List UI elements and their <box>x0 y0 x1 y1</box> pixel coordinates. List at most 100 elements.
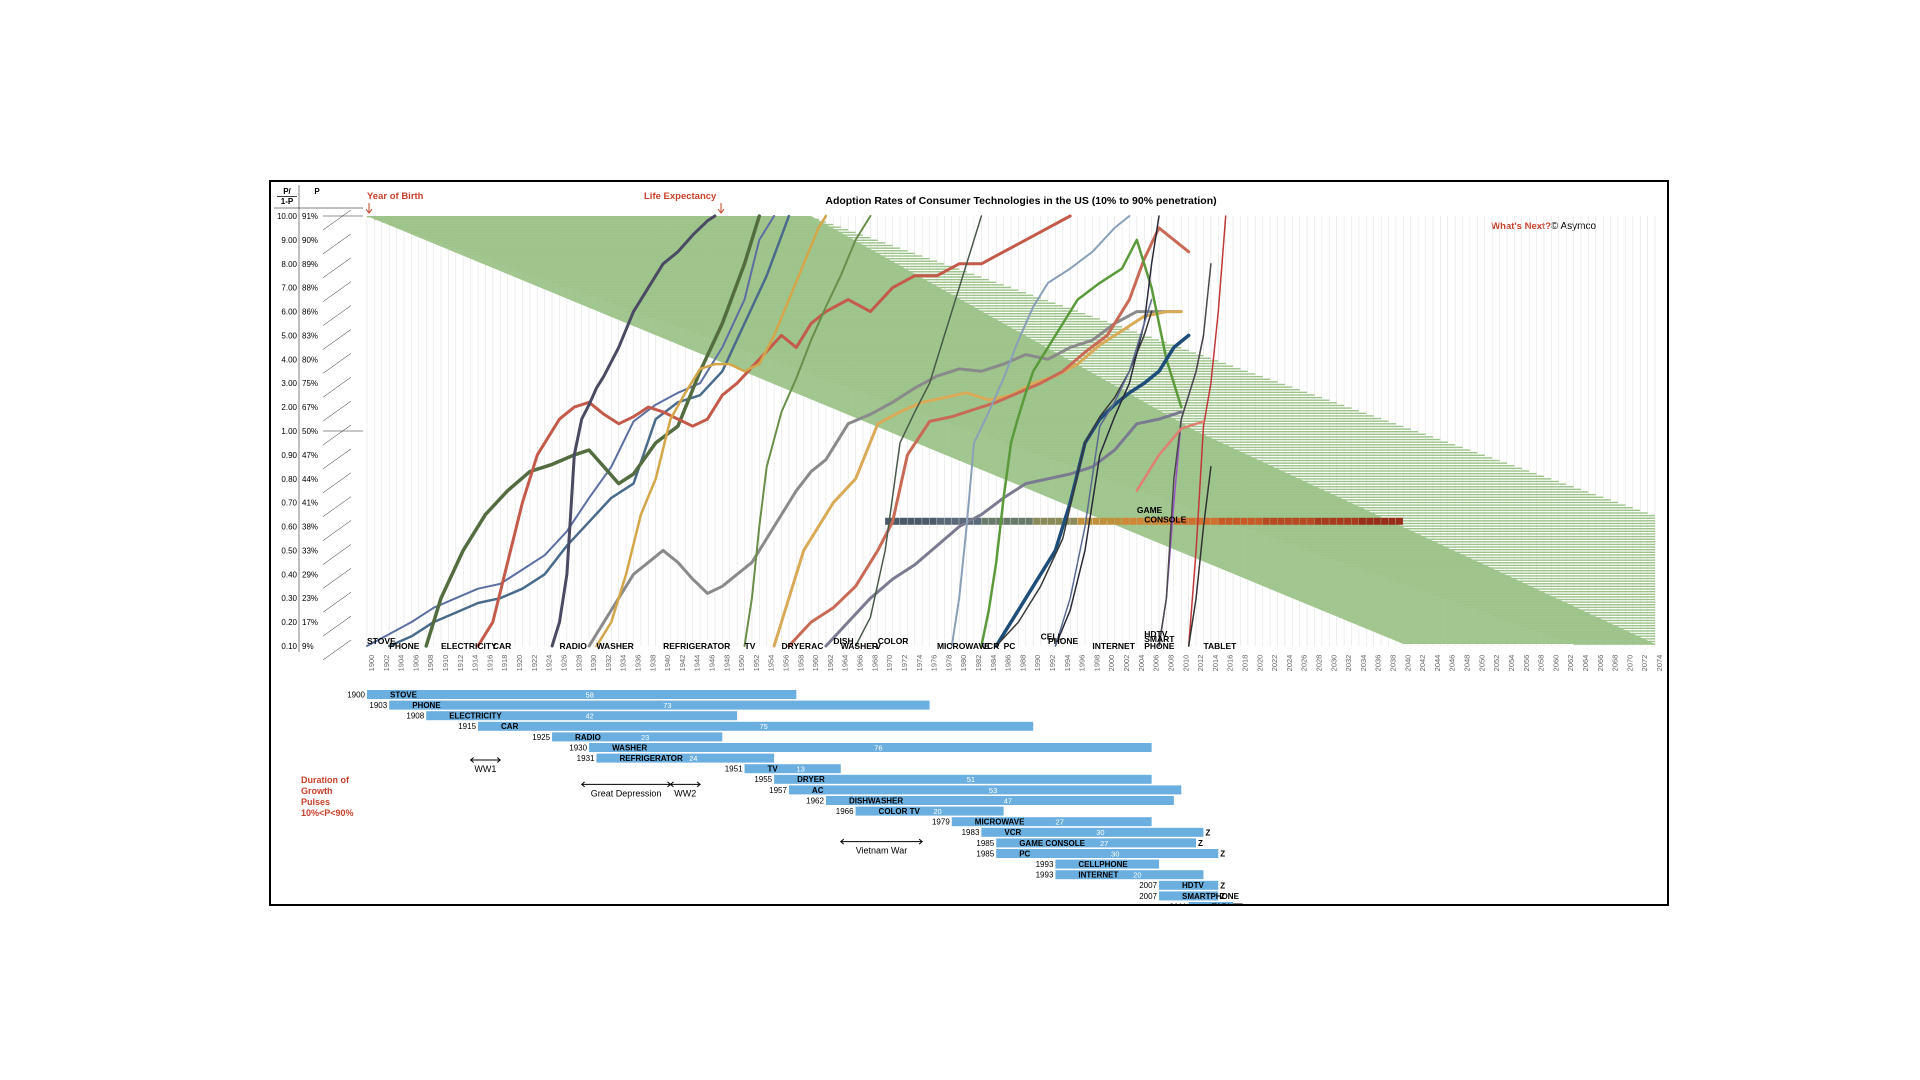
x-tick-label: 2018 <box>1240 655 1249 672</box>
series-line-tv <box>743 215 872 647</box>
x-tick-label: 2052 <box>1492 655 1501 672</box>
duration-years: 27 <box>1100 839 1108 848</box>
generation-band-cell <box>1144 517 1152 525</box>
generation-band-cell <box>914 517 922 525</box>
p-tick-label: 9% <box>302 642 314 651</box>
duration-years: 76 <box>874 743 882 752</box>
tick-slash <box>322 615 352 637</box>
generation-strip <box>1003 441 1448 443</box>
tick-slash <box>322 424 352 446</box>
duration-start-year: 2007 <box>1139 892 1157 901</box>
event-span-arrow <box>580 781 672 788</box>
x-tick-label: 2070 <box>1625 655 1634 672</box>
generation-band-cell <box>1011 517 1019 525</box>
duration-years: 24 <box>689 754 697 763</box>
generation-strip <box>1136 488 1581 491</box>
duration-open-marker: Z <box>1205 828 1210 837</box>
x-tick-label: 1936 <box>633 655 642 672</box>
curve-label: COLOR <box>878 636 909 646</box>
series-line-cell-phone <box>1054 215 1160 647</box>
duration-years: 58 <box>585 690 593 699</box>
event-span-arrow <box>669 781 701 788</box>
generation-strip <box>1299 546 1655 548</box>
x-tick-label: 1938 <box>648 655 657 672</box>
generation-band-cell <box>1299 517 1307 525</box>
x-tick-label: 1942 <box>678 655 687 672</box>
year-of-birth-arrow <box>365 203 373 214</box>
tick-slash <box>322 568 352 589</box>
ratio-tick-label: 9.00 <box>281 236 297 245</box>
generation-strip <box>1018 446 1463 449</box>
generation-band-cell <box>988 517 996 525</box>
duration-bar <box>426 711 738 721</box>
x-tick-label: 1940 <box>663 655 672 672</box>
curve-label: PC <box>1004 641 1016 651</box>
generation-strip <box>1314 551 1655 554</box>
x-tick-label: 1910 <box>441 655 450 672</box>
generation-band-cell <box>981 517 989 525</box>
x-tick-label: 1990 <box>1033 655 1042 672</box>
duration-bar <box>478 721 1034 731</box>
duration-years: 53 <box>989 786 997 795</box>
curve-label: HDTV <box>1144 629 1167 639</box>
ratio-tick-label: 0.10 <box>281 642 297 651</box>
generation-strip <box>1129 486 1574 488</box>
curve-label: STOVE <box>367 636 396 646</box>
generation-strip <box>1151 493 1596 496</box>
x-tick-label: 2040 <box>1403 655 1412 672</box>
duration-open-marker: Z <box>1235 903 1240 904</box>
duration-bar <box>981 827 1204 837</box>
x-tick-label: 2024 <box>1285 655 1294 672</box>
x-tick-label: 1920 <box>515 655 524 672</box>
generation-band-cell <box>1025 517 1033 525</box>
duration-years: 13 <box>796 765 804 774</box>
curve-label: TV <box>745 641 756 651</box>
p-tick-label: 44% <box>302 475 318 484</box>
generation-band-cell <box>1395 517 1403 525</box>
series-line-microwave <box>950 215 1131 647</box>
generation-band-cell <box>1381 517 1389 525</box>
x-tick-label: 1918 <box>500 655 509 672</box>
curve-label: PHONE <box>389 641 420 651</box>
generation-strip <box>1040 454 1485 456</box>
event-label: WW2 <box>674 788 696 798</box>
duration-legend-line: Duration of <box>301 775 350 785</box>
series-line-unlabeled-21 <box>1135 420 1205 492</box>
generation-band-cell <box>1203 517 1211 525</box>
p-tick-label: 75% <box>302 379 318 388</box>
x-tick-label: 1956 <box>782 655 791 672</box>
series-line-dryer <box>772 310 1183 648</box>
ratio-tick-label: 0.60 <box>281 523 297 532</box>
x-tick-label: 1982 <box>974 655 983 672</box>
duration-tech-name: MICROWAVE <box>975 818 1025 827</box>
ratio-axis-title: P/ <box>283 187 291 196</box>
p-tick-label: 50% <box>302 427 318 436</box>
generation-strip <box>996 438 1441 441</box>
duration-years: 30 <box>1096 828 1104 837</box>
p-tick-label: 38% <box>302 523 318 532</box>
ratio-tick-label: 0.30 <box>281 594 297 603</box>
series-line-ac <box>787 226 1191 648</box>
x-tick-label: 2064 <box>1581 655 1590 672</box>
generation-band-cell <box>1314 517 1322 525</box>
curve-label: PHONE <box>1048 636 1079 646</box>
generation-strip <box>1055 459 1500 462</box>
generation-band-cell <box>1166 517 1174 525</box>
generation-strip <box>1048 457 1493 459</box>
generation-band-cell <box>1107 517 1115 525</box>
generation-strip <box>1062 462 1507 464</box>
generation-band-cell <box>1358 517 1366 525</box>
generation-strip <box>1092 472 1537 475</box>
ratio-tick-label: 0.50 <box>281 546 297 555</box>
generation-strip <box>1418 588 1655 590</box>
duration-open-marker: Z <box>1220 850 1225 859</box>
generation-band-cell <box>1114 517 1122 525</box>
x-tick-label: 2002 <box>1122 655 1131 672</box>
tick-slash <box>322 209 352 231</box>
duration-bar <box>589 743 1152 752</box>
generation-band-cell <box>1018 517 1026 525</box>
x-tick-label: 1970 <box>885 655 894 672</box>
year-of-birth-label: Year of Birth <box>367 191 424 202</box>
ratio-tick-label: 1.00 <box>281 427 297 436</box>
generation-strip <box>1085 470 1530 472</box>
